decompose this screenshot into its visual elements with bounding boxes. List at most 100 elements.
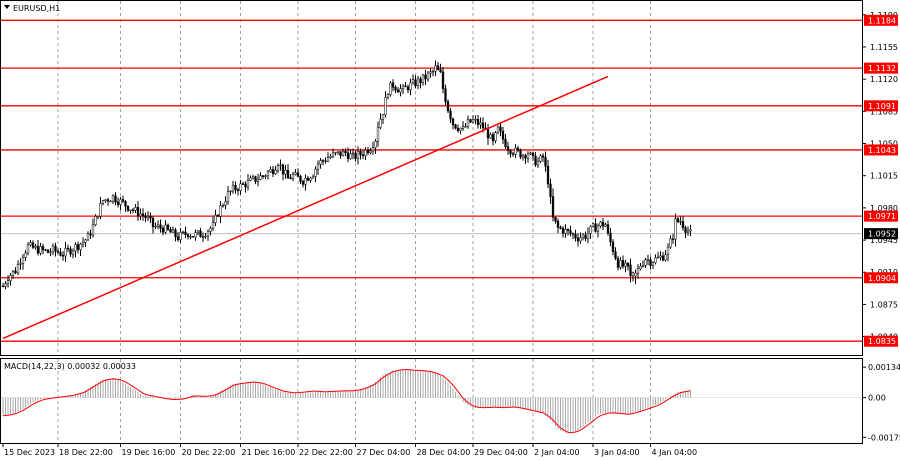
candle xyxy=(281,163,285,181)
candle xyxy=(159,219,162,233)
candle-body-bear xyxy=(121,199,125,202)
trendline[interactable] xyxy=(2,75,609,340)
candle-body-bear xyxy=(519,150,522,158)
candle xyxy=(466,115,470,129)
candle xyxy=(6,275,10,288)
candle-body-bear xyxy=(576,237,580,242)
candle-body-bull xyxy=(604,224,607,227)
candle-body-bull xyxy=(154,225,157,228)
candle xyxy=(351,148,355,160)
candle-body-bull xyxy=(119,199,122,205)
candle-body-bear xyxy=(676,218,680,222)
candle-body-bear xyxy=(324,160,327,162)
candle-body-bear xyxy=(424,74,427,80)
candle xyxy=(224,196,227,210)
candle-body-bear xyxy=(629,264,632,277)
candle xyxy=(139,208,142,221)
candle-body-bear xyxy=(166,224,170,230)
candle-body-bull xyxy=(279,164,282,166)
level-label-bg xyxy=(864,100,898,112)
time-tick-label: 29 Dec 04:00 xyxy=(474,448,528,457)
candle-body-bull xyxy=(364,149,367,156)
candle xyxy=(556,218,560,234)
candle-body-bear xyxy=(476,119,480,125)
candle xyxy=(626,262,630,271)
level-label-text: 1.1132 xyxy=(868,64,896,73)
candle-body-bull xyxy=(384,97,387,115)
candle-body-bear xyxy=(361,154,365,156)
candle xyxy=(146,210,150,222)
candle-body-bull xyxy=(586,233,590,239)
candle-body-bull xyxy=(49,251,52,253)
macd-panel-frame xyxy=(0,358,863,444)
candle-body-bear xyxy=(499,126,502,132)
candle xyxy=(229,190,232,196)
time-tick-label: 20 Dec 22:00 xyxy=(182,448,236,457)
candle-body-bear xyxy=(559,227,562,229)
level-label-bg xyxy=(864,335,898,347)
candle-body-bear xyxy=(296,172,300,177)
candle-body-bear xyxy=(59,252,62,256)
candle-body-bull xyxy=(389,82,392,95)
candle-body-bear xyxy=(191,236,195,238)
candle xyxy=(686,226,690,236)
candle xyxy=(554,216,557,224)
candle-body-bear xyxy=(594,223,597,232)
candle-body-bear xyxy=(176,236,180,241)
candle xyxy=(584,231,587,242)
candle-body-bear xyxy=(569,230,572,234)
price-panel-frame xyxy=(0,0,863,356)
candle-body-bull xyxy=(259,175,262,180)
candle xyxy=(284,164,287,179)
candle-body-bear xyxy=(406,86,410,91)
candle-body-bear xyxy=(144,215,147,219)
candle xyxy=(134,204,137,214)
candle xyxy=(604,222,607,227)
level-label-bg xyxy=(864,144,898,156)
candle-body-bull xyxy=(9,275,12,281)
candle xyxy=(71,248,75,259)
candle-body-bear xyxy=(106,199,110,202)
candle-body-bear xyxy=(449,110,452,120)
candle xyxy=(356,146,360,165)
candle-body-bull xyxy=(4,283,7,287)
candle-body-bear xyxy=(354,152,357,159)
candle-body-bull xyxy=(631,272,635,277)
candle xyxy=(104,199,107,203)
candle-body-bull xyxy=(6,280,10,285)
candle xyxy=(614,247,617,261)
candle xyxy=(266,170,270,180)
candle-body-bull xyxy=(326,157,330,162)
candle xyxy=(34,243,37,250)
candle-body-bull xyxy=(19,263,22,265)
candle-body-bear xyxy=(339,151,342,156)
macd-title: MACD(14,22,3) 0.00032 0.00033 xyxy=(4,362,136,371)
candle xyxy=(99,196,102,220)
candle-body-bear xyxy=(271,169,275,175)
candle xyxy=(534,152,537,167)
candle xyxy=(661,251,665,262)
candle xyxy=(289,174,292,180)
candle xyxy=(379,113,382,130)
triangle-down-icon[interactable] xyxy=(4,5,10,9)
candle xyxy=(516,145,520,153)
candle-body-bear xyxy=(306,177,310,181)
candle xyxy=(499,121,502,137)
candle-body-bear xyxy=(481,122,485,129)
candle xyxy=(169,227,172,233)
candle-body-bull xyxy=(659,255,662,258)
candle xyxy=(461,121,465,131)
candle xyxy=(29,239,32,247)
candle xyxy=(591,222,595,228)
candle xyxy=(434,60,437,77)
candle-body-bull xyxy=(251,176,255,179)
candle xyxy=(319,158,322,169)
candle xyxy=(251,174,255,180)
candle xyxy=(681,216,685,231)
time-tick-label: 18 Dec 22:00 xyxy=(59,448,113,457)
candle xyxy=(406,84,410,94)
candle-body-bear xyxy=(551,196,555,218)
candle-body-bear xyxy=(419,78,422,83)
candle-body-bear xyxy=(511,153,515,155)
candle-body-bull xyxy=(466,119,470,127)
